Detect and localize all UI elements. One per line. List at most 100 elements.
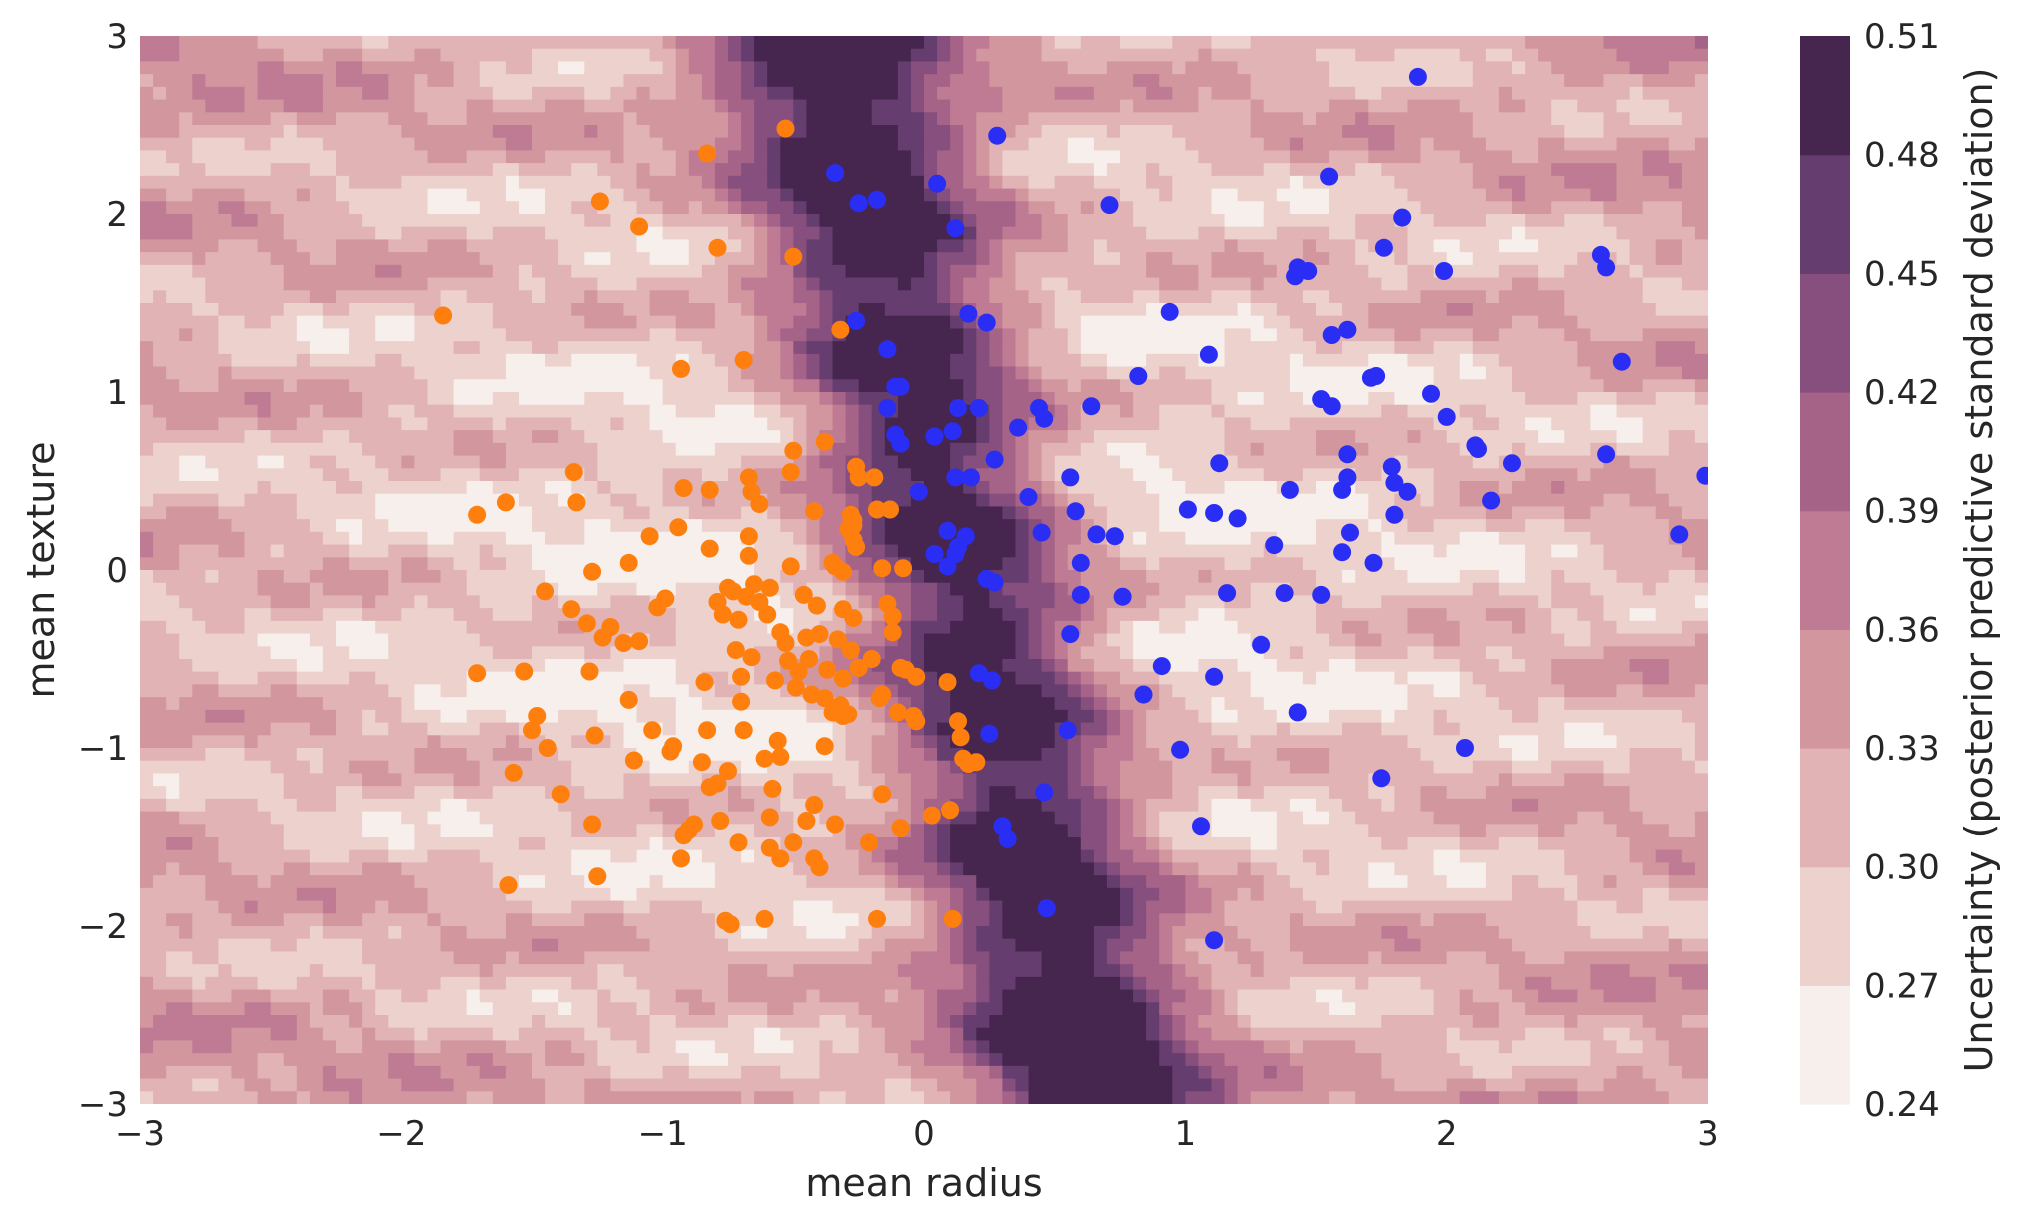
- contour-cell: [1211, 188, 1239, 203]
- contour-cell: [623, 150, 677, 164]
- contour-cell: [1642, 926, 1670, 940]
- contour-cell: [1551, 163, 1618, 177]
- contour-cell: [1459, 722, 1566, 737]
- contour-cell: [1250, 328, 1278, 342]
- contour-cell: [1642, 900, 1708, 915]
- contour-cell: [819, 277, 899, 292]
- contour-cell: [767, 417, 795, 431]
- contour-cell: [1133, 531, 1147, 546]
- contour-cell: [505, 61, 533, 75]
- contour-cell: [976, 938, 1017, 953]
- contour-cell: [741, 36, 755, 50]
- contour-cell: [649, 290, 690, 304]
- contour-cell: [1329, 74, 1474, 88]
- contour-cell: [1433, 137, 1487, 152]
- contour-cell: [1133, 201, 1213, 215]
- contour-cell: [179, 36, 259, 50]
- contour-cell: [466, 684, 625, 698]
- contour-cell: [845, 404, 860, 419]
- contour-cell: [1159, 862, 1174, 876]
- contour-cell: [1590, 620, 1618, 635]
- contour-cell: [545, 659, 586, 673]
- contour-cell: [963, 887, 978, 902]
- contour-cell: [1250, 1015, 1383, 1029]
- contour-cell: [937, 1015, 951, 1029]
- contour-cell: [963, 900, 991, 915]
- contour-cell: [1577, 99, 1618, 114]
- contour-cell: [1080, 379, 1121, 393]
- contour-cell: [1211, 811, 1278, 826]
- contour-cell: [1250, 862, 1278, 876]
- contour-cell: [636, 824, 664, 838]
- contour-cell: [309, 341, 350, 355]
- contour-cell: [205, 99, 246, 114]
- contour-cell: [362, 36, 390, 50]
- contour-cell: [636, 86, 651, 101]
- contour-cell: [1172, 786, 1200, 800]
- contour-cell: [793, 913, 860, 927]
- contour-cell: [244, 620, 337, 635]
- contour-cell: [336, 188, 429, 203]
- contour-cell: [1093, 252, 1121, 266]
- contour-cell: [1512, 875, 1539, 889]
- contour-cell: [832, 379, 860, 393]
- contour-cell: [505, 188, 546, 203]
- contour-cell: [1512, 277, 1539, 292]
- contour-cell: [976, 252, 991, 266]
- contour-cell: [1525, 188, 1592, 203]
- contour-cell: [950, 36, 964, 50]
- scatter-point-orange: [564, 463, 583, 482]
- contour-cell: [1564, 697, 1708, 711]
- contour-cell: [976, 798, 991, 813]
- contour-cell: [1172, 252, 1213, 266]
- contour-cell: [1263, 786, 1330, 800]
- scatter-point-blue: [959, 304, 978, 323]
- contour-cell: [1120, 976, 1134, 991]
- contour-cell: [1002, 252, 1017, 266]
- contour-cell: [1655, 976, 1683, 991]
- contour-cell: [610, 595, 651, 609]
- contour-cell: [780, 353, 795, 368]
- contour-cell: [1067, 417, 1082, 431]
- contour-cell: [349, 341, 455, 355]
- contour-cell: [166, 697, 180, 711]
- contour-cell: [636, 353, 677, 368]
- contour-cell: [179, 112, 194, 126]
- scatter-point-blue: [1037, 899, 1056, 918]
- scatter-point-orange: [700, 480, 719, 499]
- contour-cell: [623, 188, 651, 203]
- contour-cell: [897, 989, 925, 1004]
- contour-cell: [1603, 214, 1683, 228]
- contour-cell: [793, 417, 808, 431]
- contour-cell: [884, 1091, 925, 1104]
- contour-cell: [976, 48, 1043, 63]
- contour-cell: [1446, 252, 1474, 266]
- contour-cell: [1289, 353, 1304, 368]
- contour-cell: [140, 341, 154, 355]
- contour-cell: [636, 201, 664, 215]
- contour-cell: [349, 544, 390, 559]
- contour-cell: [1146, 1015, 1160, 1029]
- contour-cell: [192, 837, 220, 851]
- contour-cell: [806, 417, 834, 431]
- scatter-point-orange: [523, 721, 541, 740]
- contour-cell: [584, 1091, 742, 1104]
- y-tick-label: 0: [106, 551, 128, 591]
- contour-cell: [1159, 417, 1226, 431]
- contour-cell: [858, 773, 886, 787]
- contour-cell: [1211, 404, 1226, 419]
- contour-cell: [479, 633, 625, 648]
- contour-cell: [1355, 48, 1396, 63]
- contour-cell: [806, 875, 886, 889]
- contour-cell: [963, 1065, 991, 1080]
- contour-cell: [296, 188, 311, 203]
- contour-cell: [767, 137, 782, 152]
- contour-cell: [1224, 226, 1278, 241]
- contour-cell: [1120, 99, 1134, 114]
- contour-cell: [1329, 659, 1356, 673]
- contour-cell: [623, 900, 651, 915]
- contour-cell: [270, 1002, 311, 1016]
- contour-cell: [545, 277, 599, 292]
- contour-cell: [205, 887, 298, 902]
- contour-cell: [1067, 61, 1108, 75]
